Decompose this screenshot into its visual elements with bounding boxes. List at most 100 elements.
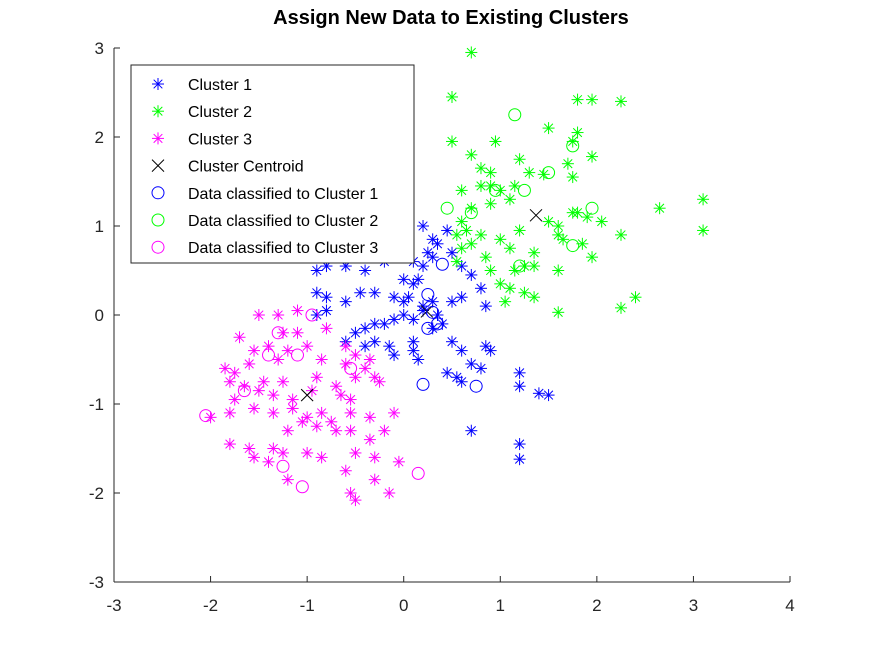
data-point: [330, 380, 343, 393]
data-point: [586, 251, 599, 264]
data-point: [388, 349, 401, 362]
data-point: [339, 464, 352, 477]
x-tick-label: 4: [785, 596, 794, 615]
data-point: [494, 233, 507, 246]
data-point: [359, 362, 372, 375]
y-tick-label: 2: [95, 128, 104, 147]
data-point: [465, 237, 478, 250]
data-point: [373, 375, 386, 388]
data-point: [435, 257, 449, 271]
data-point: [349, 326, 362, 339]
data-point: [310, 264, 323, 277]
data-point: [489, 135, 502, 148]
legend-marker: [151, 213, 165, 227]
data-point: [339, 340, 352, 353]
data-point: [474, 162, 487, 175]
data-point: [446, 135, 458, 148]
data-point: [233, 331, 246, 344]
data-point: [499, 295, 512, 308]
data-point: [465, 424, 478, 437]
data-point: [440, 201, 454, 215]
data-point: [368, 286, 381, 299]
data-point: [248, 451, 261, 464]
data-point: [320, 291, 333, 304]
data-point: [503, 282, 516, 295]
data-point: [320, 304, 333, 317]
data-point: [262, 455, 275, 468]
data-point: [566, 171, 579, 184]
data-point: [615, 95, 627, 108]
data-point: [325, 415, 338, 428]
data-point: [513, 366, 526, 379]
data-point: [417, 260, 430, 273]
data-point: [262, 348, 276, 362]
data-point: [595, 215, 608, 228]
data-point: [300, 388, 314, 402]
x-tick-label: 2: [592, 596, 601, 615]
series-2: [204, 304, 405, 507]
data-point: [586, 150, 599, 163]
data-point: [262, 340, 275, 353]
data-point: [469, 379, 483, 393]
data-point: [291, 304, 304, 317]
data-point: [542, 166, 556, 180]
data-point: [513, 380, 526, 393]
data-point: [296, 415, 309, 428]
data-point: [320, 322, 333, 335]
data-point: [344, 361, 358, 375]
data-point: [363, 433, 376, 446]
data-point: [446, 335, 458, 348]
legend-label: Data classified to Cluster 1: [188, 186, 378, 203]
data-point: [484, 166, 497, 179]
data-point: [455, 344, 468, 357]
data-point: [271, 326, 285, 340]
legend-marker: [152, 78, 164, 90]
data-point: [528, 260, 541, 273]
data-point: [228, 366, 241, 379]
data-point: [243, 442, 256, 455]
data-point: [411, 466, 425, 480]
data-point: [503, 242, 516, 255]
data-point: [315, 451, 328, 464]
data-point: [397, 309, 410, 321]
data-point: [248, 344, 261, 357]
data-point: [528, 291, 541, 304]
data-point: [378, 317, 391, 330]
data-point: [464, 206, 478, 220]
y-tick-label: -1: [89, 395, 104, 414]
y-tick-label: 0: [95, 306, 104, 325]
data-point: [277, 446, 289, 459]
data-point: [310, 286, 323, 299]
data-point: [416, 377, 430, 391]
data-point: [349, 494, 362, 507]
data-point: [272, 309, 285, 321]
data-point: [474, 282, 487, 295]
data-point: [479, 251, 492, 264]
data-point: [474, 362, 487, 375]
data-point: [484, 197, 497, 210]
data-point: [494, 277, 507, 290]
data-point: [513, 438, 526, 451]
data-point: [359, 340, 372, 353]
data-point: [344, 487, 357, 499]
data-point: [431, 237, 444, 250]
data-point: [465, 357, 478, 370]
data-point: [344, 393, 357, 406]
data-point: [484, 179, 497, 192]
data-point: [523, 166, 536, 179]
y-tick-label: -2: [89, 484, 104, 503]
data-point: [315, 353, 328, 366]
data-point: [291, 326, 304, 339]
x-tick-label: 0: [399, 596, 408, 615]
data-point: [277, 375, 289, 388]
data-point: [407, 335, 420, 348]
legend-marker: [152, 132, 164, 145]
data-point: [542, 122, 555, 135]
data-point: [378, 424, 391, 437]
legend-label: Cluster Centroid: [188, 159, 304, 176]
data-point: [349, 349, 362, 362]
data-point: [566, 139, 580, 153]
data-point: [566, 206, 579, 219]
data-point: [383, 340, 396, 353]
data-point: [243, 357, 256, 370]
